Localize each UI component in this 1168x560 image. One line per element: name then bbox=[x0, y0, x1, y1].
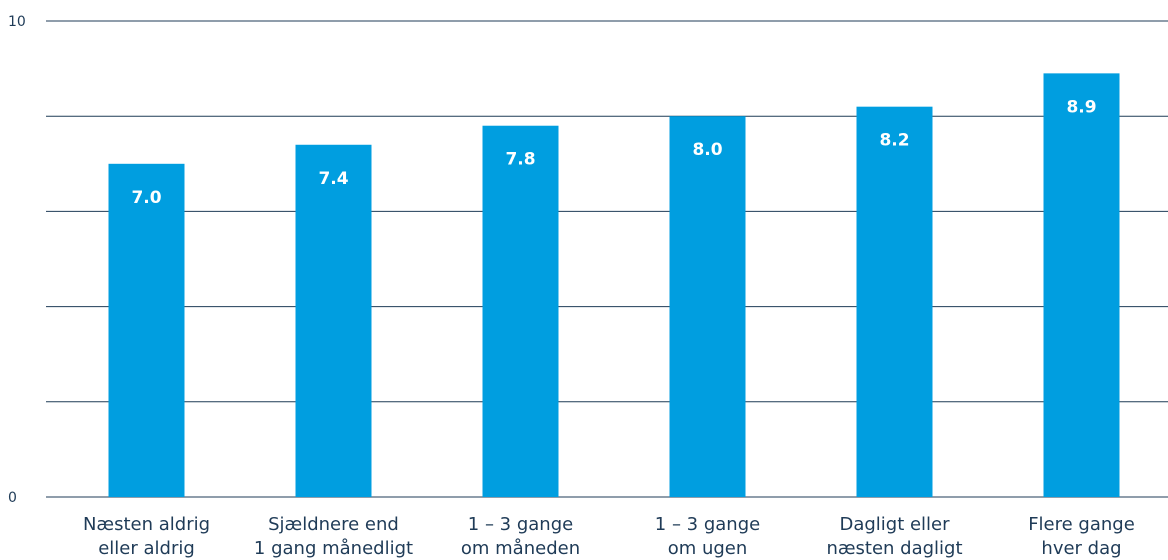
y-tick-label: 10 bbox=[8, 14, 26, 30]
x-axis-tick-labels: Næsten aldrig eller aldrig Sjældnere end 1 … bbox=[83, 514, 1135, 559]
bar bbox=[295, 144, 372, 497]
y-axis-tick-labels: 0 10 bbox=[8, 14, 26, 506]
gridlines bbox=[46, 20, 1168, 498]
x-tick-label: hver dag bbox=[1041, 538, 1121, 559]
x-tick-label: Næsten aldrig bbox=[83, 514, 210, 535]
data-label: 7.8 bbox=[505, 150, 535, 170]
x-tick-label: 1 gang månedligt bbox=[254, 538, 413, 559]
y-tick-label: 0 bbox=[8, 490, 17, 506]
bars bbox=[108, 73, 1120, 498]
data-label: 7.0 bbox=[131, 188, 161, 208]
x-tick-label: om ugen bbox=[668, 538, 748, 559]
bar bbox=[669, 116, 746, 497]
x-tick-label: om måneden bbox=[461, 538, 580, 559]
bar bbox=[482, 125, 559, 497]
data-labels: 7.0 7.4 7.8 8.0 8.2 8.9 bbox=[131, 97, 1096, 207]
x-tick-label: Flere gange bbox=[1028, 514, 1135, 535]
data-label: 8.0 bbox=[692, 140, 722, 160]
data-label: 7.4 bbox=[318, 169, 348, 189]
x-tick-label: 1 – 3 gange bbox=[468, 514, 573, 535]
x-tick-label: Dagligt eller bbox=[839, 514, 950, 535]
x-tick-label: eller aldrig bbox=[98, 538, 195, 559]
data-label: 8.2 bbox=[879, 131, 909, 151]
x-tick-label: 1 – 3 gange bbox=[655, 514, 760, 535]
bar bbox=[108, 163, 185, 498]
bar bbox=[1043, 73, 1120, 498]
data-label: 8.9 bbox=[1066, 97, 1096, 117]
bar bbox=[856, 106, 933, 498]
x-tick-label: Sjældnere end bbox=[268, 514, 399, 535]
x-tick-label: næsten dagligt bbox=[826, 538, 962, 559]
